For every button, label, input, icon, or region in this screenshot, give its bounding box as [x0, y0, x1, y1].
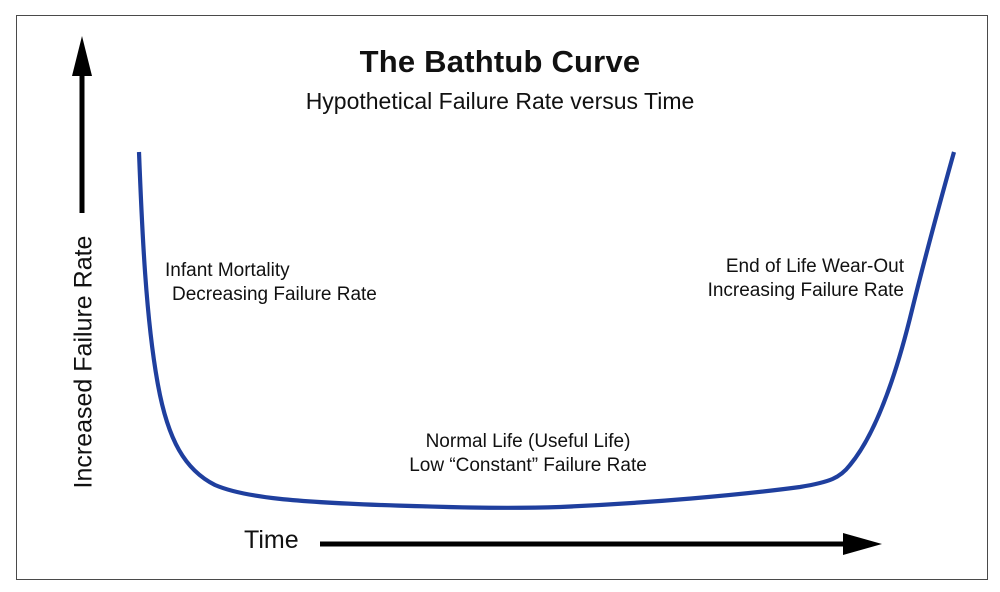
infant-mortality-description: Decreasing Failure Rate — [172, 284, 377, 305]
y-axis-arrow — [72, 36, 92, 213]
wear-out-title: End of Life Wear-Out — [725, 256, 904, 277]
wear-out-description: Increasing Failure Rate — [707, 280, 904, 301]
x-axis-label: Time — [244, 526, 299, 554]
normal-life-title: Normal Life (Useful Life) — [425, 431, 631, 452]
bathtub-curve — [136, 151, 957, 510]
chart-frame — [16, 15, 988, 580]
y-axis-label: Increased Failure Rate — [69, 235, 98, 489]
infant-mortality-annotation: Infant Mortality Decreasing Failure Rate — [165, 259, 377, 307]
normal-life-description: Low “Constant” Failure Rate — [409, 455, 647, 476]
infant-mortality-title: Infant Mortality — [165, 260, 290, 281]
normal-life-annotation: Normal Life (Useful Life) Low “Constant”… — [386, 430, 670, 478]
wear-out-annotation: End of Life Wear-Out Increasing Failure … — [708, 255, 904, 303]
chart-title: The Bathtub Curve — [359, 44, 641, 79]
chart-subtitle: Hypothetical Failure Rate versus Time — [305, 88, 695, 114]
x-axis-arrow — [320, 533, 882, 555]
